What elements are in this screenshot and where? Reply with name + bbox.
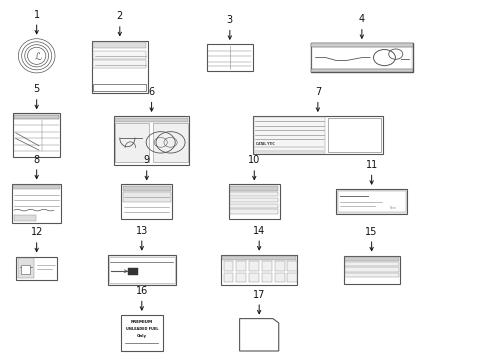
Bar bbox=[344, 273, 398, 277]
Bar bbox=[310, 69, 412, 72]
Text: Only: Only bbox=[137, 334, 146, 338]
Bar bbox=[93, 84, 146, 91]
Text: 7: 7 bbox=[314, 87, 320, 97]
Bar bbox=[16, 256, 57, 280]
Bar bbox=[336, 189, 406, 214]
Bar bbox=[337, 191, 405, 212]
Bar bbox=[14, 215, 36, 221]
Text: None: None bbox=[388, 206, 396, 210]
Bar bbox=[14, 115, 59, 119]
Bar bbox=[230, 198, 278, 202]
Text: 2: 2 bbox=[117, 12, 122, 22]
Bar bbox=[228, 184, 279, 219]
Text: 9: 9 bbox=[143, 156, 149, 166]
Text: 12: 12 bbox=[30, 228, 43, 238]
Bar bbox=[262, 273, 271, 282]
Bar bbox=[128, 268, 138, 275]
Bar bbox=[230, 192, 278, 197]
Text: 4: 4 bbox=[358, 14, 364, 24]
Bar bbox=[13, 185, 60, 189]
Bar bbox=[310, 43, 412, 72]
Bar bbox=[230, 186, 278, 191]
Bar bbox=[344, 262, 398, 266]
Text: 1: 1 bbox=[34, 10, 40, 19]
Bar bbox=[93, 42, 146, 48]
Text: 11: 11 bbox=[365, 160, 377, 170]
Text: 5: 5 bbox=[34, 84, 40, 94]
Bar bbox=[153, 123, 187, 162]
Bar bbox=[122, 192, 170, 202]
Bar bbox=[327, 118, 381, 152]
Text: CATAL YTIC: CATAL YTIC bbox=[255, 142, 274, 146]
Bar bbox=[236, 261, 246, 271]
Bar bbox=[249, 273, 259, 282]
Text: 8: 8 bbox=[34, 154, 40, 165]
Text: 17: 17 bbox=[252, 289, 265, 300]
Text: 14: 14 bbox=[252, 226, 265, 236]
Bar bbox=[109, 257, 174, 283]
Bar bbox=[236, 273, 246, 282]
Bar bbox=[275, 261, 285, 271]
Bar bbox=[121, 184, 172, 219]
Bar bbox=[206, 44, 253, 71]
Bar bbox=[13, 113, 60, 157]
Bar bbox=[121, 315, 162, 351]
Bar bbox=[93, 60, 146, 68]
Bar bbox=[223, 273, 233, 282]
Text: 6: 6 bbox=[148, 87, 154, 97]
Bar bbox=[230, 210, 278, 214]
Bar bbox=[107, 255, 176, 285]
Bar bbox=[286, 261, 296, 271]
Bar bbox=[115, 123, 148, 162]
Text: 3: 3 bbox=[226, 15, 232, 25]
Bar bbox=[230, 204, 278, 208]
Bar bbox=[92, 41, 147, 93]
Bar bbox=[311, 47, 411, 69]
Bar bbox=[286, 273, 296, 282]
Text: ℒ: ℒ bbox=[35, 52, 41, 62]
Text: 16: 16 bbox=[135, 286, 148, 296]
Bar bbox=[223, 261, 233, 271]
Bar bbox=[93, 51, 146, 59]
Bar bbox=[115, 118, 187, 122]
Bar bbox=[21, 265, 30, 274]
Text: PREMIUM: PREMIUM bbox=[130, 320, 153, 324]
Bar bbox=[122, 186, 170, 191]
Bar bbox=[344, 267, 398, 272]
Bar bbox=[221, 255, 297, 285]
Text: UNLEADED FUEL: UNLEADED FUEL bbox=[125, 327, 158, 332]
Bar bbox=[222, 256, 296, 260]
Text: 15: 15 bbox=[365, 226, 377, 237]
Bar bbox=[344, 257, 398, 261]
Bar bbox=[249, 261, 259, 271]
Text: 10: 10 bbox=[247, 156, 260, 166]
Bar bbox=[253, 116, 382, 154]
Bar bbox=[113, 116, 189, 165]
Bar bbox=[310, 43, 412, 47]
Bar bbox=[12, 184, 61, 223]
Bar bbox=[253, 117, 325, 153]
PathPatch shape bbox=[239, 319, 278, 351]
Bar bbox=[275, 273, 285, 282]
Bar bbox=[262, 261, 271, 271]
Bar bbox=[343, 256, 399, 284]
Text: 13: 13 bbox=[135, 226, 148, 236]
Bar bbox=[18, 258, 34, 278]
